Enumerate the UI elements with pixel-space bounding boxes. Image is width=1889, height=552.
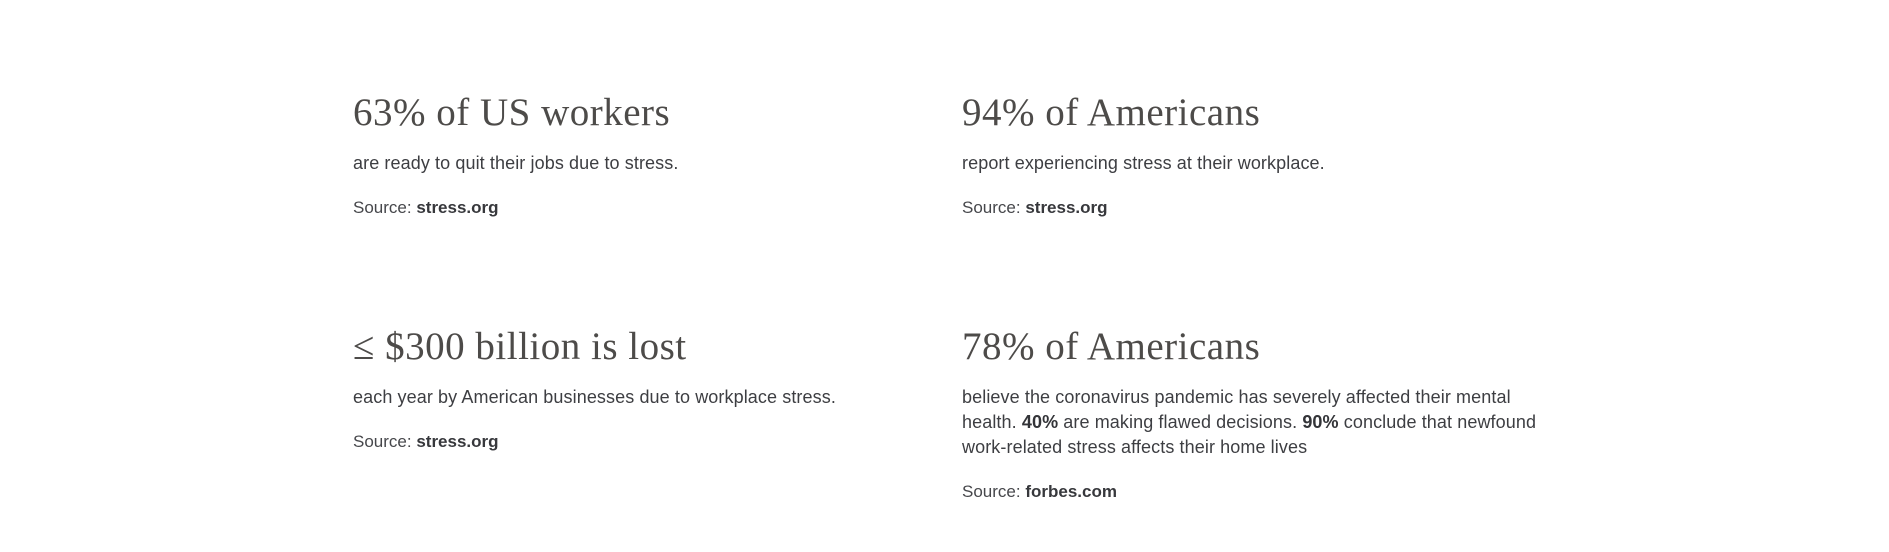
stat-source-name: stress.org <box>1025 198 1108 217</box>
stat-source: Source: stress.org <box>962 196 1562 220</box>
stat-source-label: Source: <box>962 482 1021 501</box>
stat-description: are ready to quit their jobs due to stre… <box>353 153 679 173</box>
stat-heading: 63% of US workers <box>353 91 671 134</box>
stat-heading: 94% of Americans <box>962 91 1261 134</box>
stat-source-name: stress.org <box>416 432 499 451</box>
stat-source-name: forbes.com <box>1025 482 1117 501</box>
stat-heading: ≤ $300 billion is lost <box>353 325 687 368</box>
stat-source-label: Source: <box>353 198 412 217</box>
stat-card-us-workers: 63% of US workers are ready to quit thei… <box>353 89 953 220</box>
stat-description: believe the coronavirus pandemic has sev… <box>962 387 1537 457</box>
stat-card-billion-lost: ≤ $300 billion is lost each year by Amer… <box>353 323 953 454</box>
stat-source: Source: stress.org <box>353 196 953 220</box>
stat-description: each year by American businesses due to … <box>353 387 836 407</box>
stat-source-label: Source: <box>353 432 412 451</box>
stat-card-americans-stress: 94% of Americans report experiencing str… <box>962 89 1562 220</box>
stat-card-pandemic-mental-health: 78% of Americans believe the coronavirus… <box>962 323 1562 504</box>
stat-source-name: stress.org <box>416 198 499 217</box>
stat-source: Source: stress.org <box>353 430 953 454</box>
stat-description: report experiencing stress at their work… <box>962 153 1325 173</box>
stat-source-label: Source: <box>962 198 1021 217</box>
stat-source: Source: forbes.com <box>962 480 1562 504</box>
stat-heading: 78% of Americans <box>962 325 1261 368</box>
